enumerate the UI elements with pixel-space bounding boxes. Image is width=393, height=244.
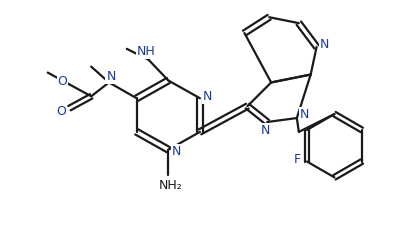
- Text: NH: NH: [137, 45, 156, 58]
- Text: N: N: [320, 38, 329, 51]
- Text: O: O: [57, 105, 66, 118]
- Text: N: N: [261, 124, 270, 137]
- Text: F: F: [294, 153, 301, 166]
- Text: NH₂: NH₂: [158, 179, 182, 192]
- Text: N: N: [300, 108, 309, 121]
- Text: N: N: [203, 90, 213, 103]
- Text: N: N: [106, 70, 116, 83]
- Text: N: N: [172, 145, 181, 158]
- Text: O: O: [58, 75, 68, 88]
